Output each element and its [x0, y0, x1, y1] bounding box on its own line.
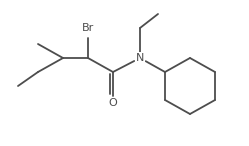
Text: O: O [109, 98, 117, 108]
Text: Br: Br [82, 23, 94, 33]
Text: N: N [136, 53, 144, 63]
